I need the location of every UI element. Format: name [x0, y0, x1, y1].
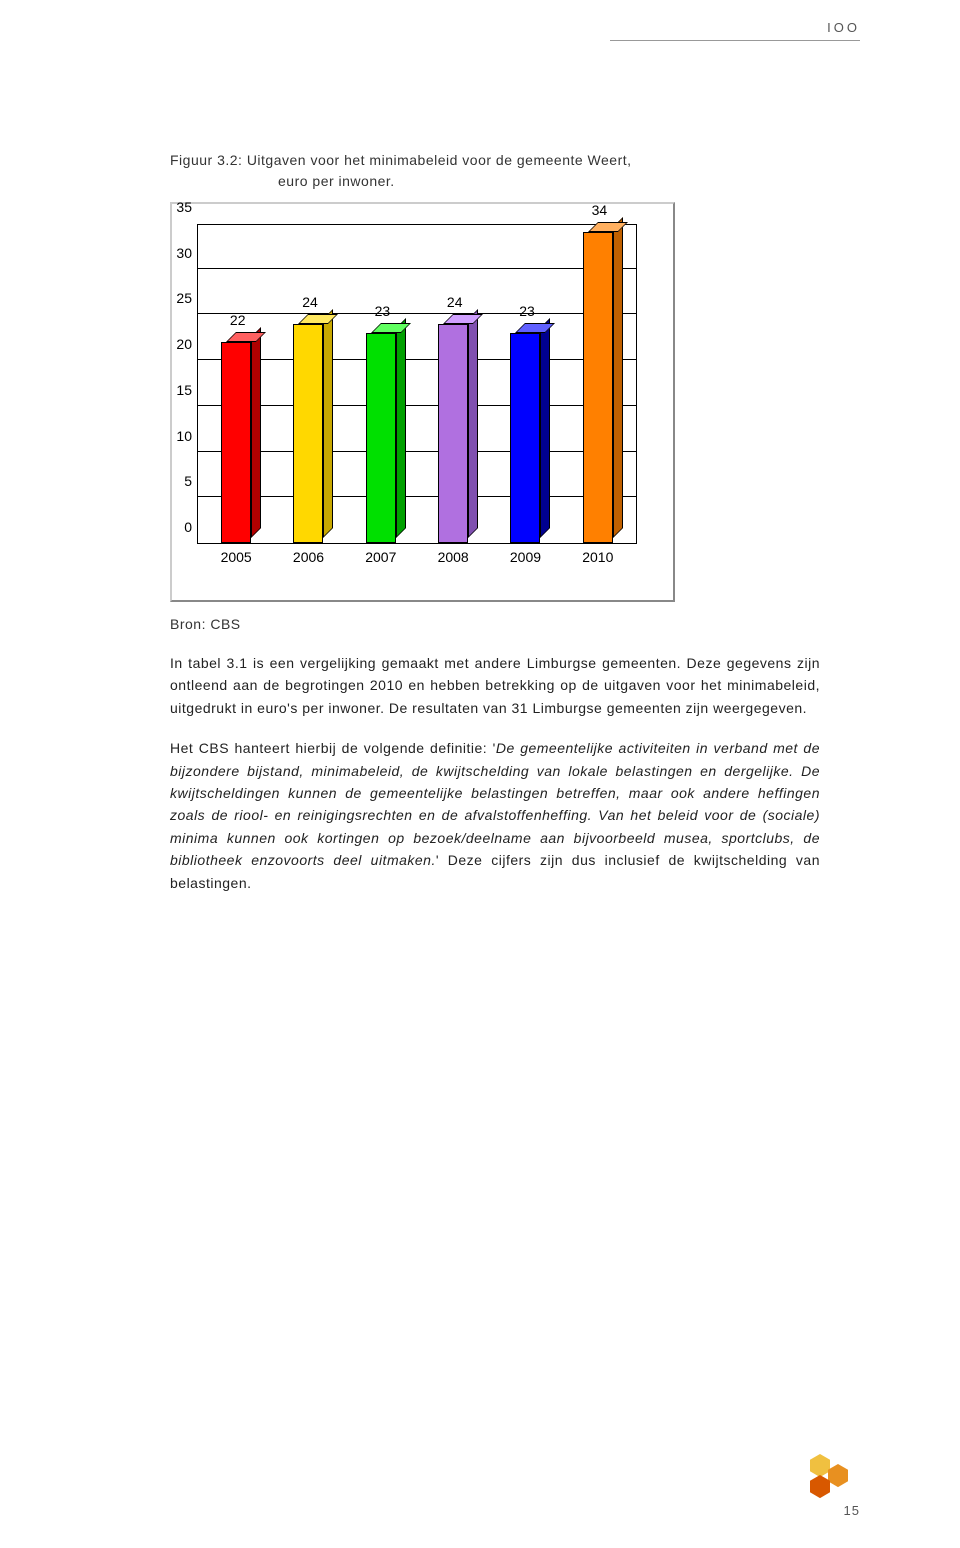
- chart-bar: 24: [293, 324, 323, 543]
- chart-ytick-label: 15: [176, 382, 192, 398]
- chart-xtick-label: 2009: [510, 549, 541, 565]
- chart-bar-value: 23: [519, 303, 535, 319]
- header-brand: IOO: [827, 20, 860, 35]
- chart-ytick-label: 20: [176, 336, 192, 352]
- chart-ytick-label: 30: [176, 245, 192, 261]
- chart-xtick-label: 2006: [293, 549, 324, 565]
- chart-xtick-label: 2005: [221, 549, 252, 565]
- chart-ytick-label: 25: [176, 290, 192, 306]
- page-body: Figuur 3.2: Uitgaven voor het minimabele…: [0, 0, 960, 952]
- chart-xtick-label: 2008: [438, 549, 469, 565]
- chart-bar-front: [510, 333, 540, 543]
- chart-bar-side: [396, 318, 406, 538]
- chart-plot-area: 0510152025303522200524200623200724200823…: [197, 224, 637, 544]
- chart-ytick-label: 35: [176, 199, 192, 215]
- chart-xtick-label: 2010: [582, 549, 613, 565]
- paragraph-2-quote: De gemeentelijke activiteiten in verband…: [170, 740, 820, 868]
- chart-bar: 23: [510, 333, 540, 543]
- chart-bar-side: [251, 327, 261, 538]
- chart-bar-slot: 342010: [562, 225, 634, 543]
- chart-source: Bron: CBS: [170, 616, 820, 632]
- header-rule: [610, 40, 860, 41]
- chart-bar-slot: 232007: [345, 225, 417, 543]
- chart-bar-front: [221, 342, 251, 543]
- chart-ytick-label: 5: [184, 473, 192, 489]
- figure-caption-line1: Figuur 3.2: Uitgaven voor het minimabele…: [170, 152, 632, 168]
- chart-bar: 24: [438, 324, 468, 543]
- chart-bar-value: 23: [375, 303, 391, 319]
- chart-ytick-label: 0: [184, 519, 192, 535]
- logo-hex-icon: [810, 1475, 830, 1498]
- chart-bar-value: 22: [230, 312, 246, 328]
- chart-bar-slot: 242008: [417, 225, 489, 543]
- paragraph-1: In tabel 3.1 is een vergelijking gemaakt…: [170, 652, 820, 719]
- chart-bar-front: [293, 324, 323, 543]
- chart-bar-slot: 242006: [272, 225, 344, 543]
- page-number: 15: [800, 1503, 860, 1518]
- chart-bar-value: 24: [302, 294, 318, 310]
- figure-caption-line2: euro per inwoner.: [278, 173, 395, 189]
- body-text: In tabel 3.1 is een vergelijking gemaakt…: [170, 652, 820, 894]
- logo-hex-icon: [810, 1454, 830, 1477]
- chart-bar-slot: 232009: [489, 225, 561, 543]
- chart-bar-value: 34: [592, 202, 608, 218]
- chart-ytick-label: 10: [176, 428, 192, 444]
- chart-bar-side: [323, 309, 333, 538]
- chart-xtick-label: 2007: [365, 549, 396, 565]
- chart-bar-front: [366, 333, 396, 543]
- chart-bars-row: 222005242006232007242008232009342010: [198, 225, 636, 543]
- chart-bar: 23: [366, 333, 396, 543]
- chart-container: 0510152025303522200524200623200724200823…: [170, 202, 675, 602]
- logo-hex-cluster: [800, 1454, 860, 1499]
- figure-caption: Figuur 3.2: Uitgaven voor het minimabele…: [170, 150, 820, 192]
- chart-bar-side: [613, 217, 623, 538]
- paragraph-2: Het CBS hanteert hierbij de volgende def…: [170, 737, 820, 894]
- page-footer: 15: [800, 1454, 860, 1518]
- chart-bar-side: [468, 309, 478, 538]
- chart-bar-side: [540, 318, 550, 538]
- chart-bar: 34: [583, 232, 613, 543]
- paragraph-2-lead: Het CBS hanteert hierbij de volgende def…: [170, 740, 496, 756]
- chart-bar: 22: [221, 342, 251, 543]
- chart-bar-slot: 222005: [200, 225, 272, 543]
- chart-bar-value: 24: [447, 294, 463, 310]
- chart-bar-front: [438, 324, 468, 543]
- logo-hex-icon: [828, 1464, 848, 1487]
- chart-bar-front: [583, 232, 613, 543]
